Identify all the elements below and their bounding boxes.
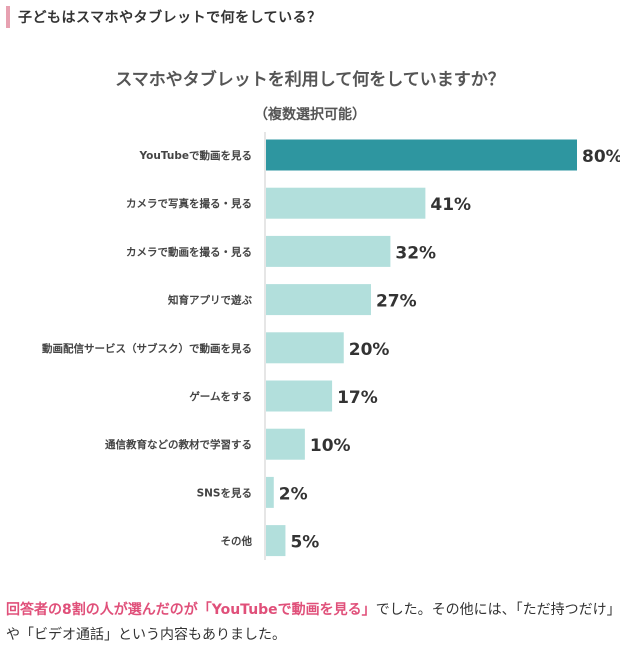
value-label: 80% [582,147,620,167]
bar [266,139,577,171]
category-label: YouTubeで動画を見る [139,149,252,162]
value-label: 2% [279,484,308,504]
caption: 回答者の8割の人が選んだのが「YouTubeで動画を見る」でした。その他には、「… [6,598,614,648]
bar [266,525,286,557]
value-label: 32% [395,243,436,263]
caption-highlight: 回答者の8割の人が選んだのが「YouTubeで動画を見る」 [6,602,376,618]
section-heading: 子どもはスマホやタブレットで何をしている？ [6,6,322,28]
bar [266,476,274,508]
chart-container: スマホやタブレットを利用して何をしていますか？ （複数選択可能） YouTubeで動… [0,40,620,580]
chart-title: スマホやタブレットを利用して何をしていますか？ [115,69,504,90]
bar [266,235,391,267]
bar [266,284,371,316]
category-label: その他 [221,535,253,548]
heading-accent-bar [6,6,10,28]
value-label: 27% [376,292,417,312]
value-label: 10% [310,436,351,456]
value-label: 41% [430,195,471,215]
category-label: SNSを見る [197,487,252,499]
chart-subtitle: （複数選択可能） [254,106,366,123]
value-label: 5% [290,533,319,553]
bar [266,187,426,219]
bar-chart: スマホやタブレットを利用して何をしていますか？ （複数選択可能） YouTubeで動… [42,69,620,560]
bar [266,332,344,364]
bar [266,380,333,412]
category-label: 動画配信サービス（サブスク）で動画を見る [42,342,252,355]
category-label: カメラで動画を撮る・見る [126,245,252,258]
section-title: 子どもはスマホやタブレットで何をしている？ [18,10,322,26]
value-label: 17% [337,388,378,408]
value-label: 20% [349,340,390,360]
category-label: カメラで写真を撮る・見る [126,197,252,210]
category-label: 通信教育などの教材で学習する [105,438,252,451]
category-label: 知育アプリで遊ぶ [168,294,252,307]
category-label: ゲームをする [189,390,252,403]
bar [266,428,305,460]
